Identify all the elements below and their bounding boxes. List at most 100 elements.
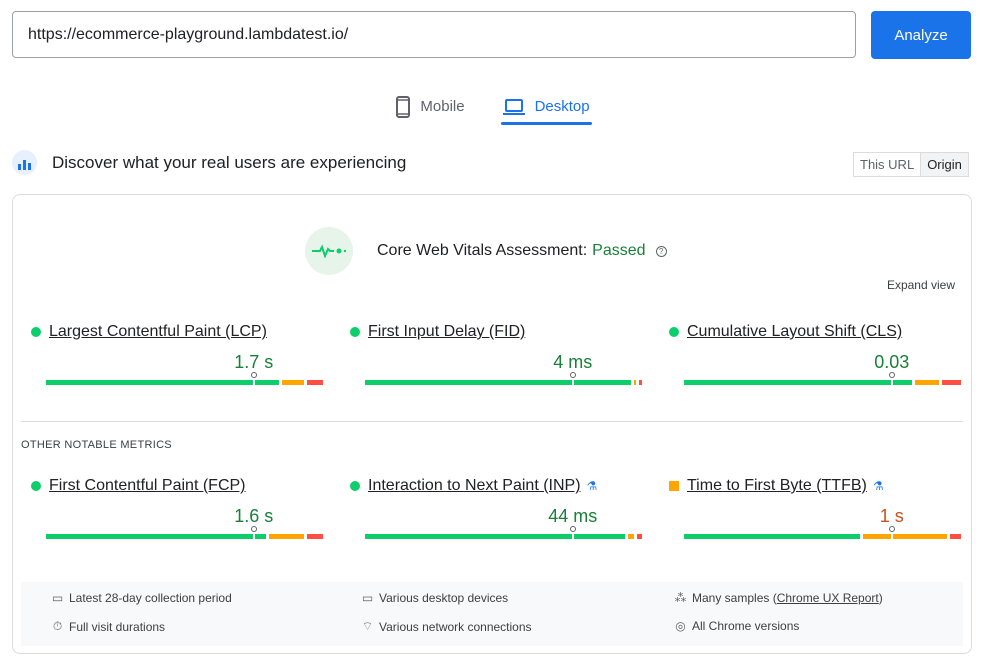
metric-value-row: 4 ms bbox=[350, 352, 628, 374]
metric-1: First Input Delay (FID) 4 ms bbox=[350, 323, 642, 385]
network-icon: ⌔ bbox=[361, 619, 374, 633]
cwv-assessment: Core Web Vitals Assessment: Passed ? bbox=[305, 227, 667, 275]
info-text: Many samples ( bbox=[692, 591, 777, 605]
rating-good-icon bbox=[31, 481, 41, 491]
experimental-flask-icon: ⚗ bbox=[872, 479, 884, 493]
metric-title: Largest Contentful Paint (LCP) bbox=[31, 323, 309, 341]
metric-value: 4 ms bbox=[553, 352, 593, 372]
metric-2: Time to First Byte (TTFB) ⚗ 1 s bbox=[669, 477, 962, 539]
distribution-bar bbox=[46, 372, 324, 385]
info-durations: ⏱ Full visit durations bbox=[51, 619, 165, 634]
toggle-origin[interactable]: Origin bbox=[920, 153, 968, 176]
metric-title: Interaction to Next Paint (INP) ⚗ bbox=[350, 477, 628, 495]
info-text: Full visit durations bbox=[69, 619, 166, 634]
metric-value-row: 1.7 s bbox=[31, 352, 309, 374]
metric-value: 1.6 s bbox=[234, 506, 274, 526]
other-metrics-label: OTHER NOTABLE METRICS bbox=[21, 439, 172, 451]
info-network: ⌔ Various network connections bbox=[361, 619, 532, 634]
metric-0: First Contentful Paint (FCP) 1.6 s bbox=[31, 477, 324, 539]
tab-label: Desktop bbox=[534, 98, 590, 115]
metric-link[interactable]: First Contentful Paint (FCP) bbox=[49, 477, 246, 494]
metric-value-row: 1 s bbox=[669, 506, 947, 528]
experimental-flask-icon: ⚗ bbox=[586, 479, 598, 493]
assessment-status: Passed bbox=[592, 242, 646, 259]
metric-1: Interaction to Next Paint (INP) ⚗ 44 ms bbox=[350, 477, 642, 539]
rating-good-icon bbox=[350, 481, 360, 491]
discover-title: Discover what your real users are experi… bbox=[52, 152, 407, 172]
distribution-bar bbox=[46, 526, 324, 539]
metric-link[interactable]: Interaction to Next Paint (INP) bbox=[368, 477, 581, 494]
bar-segment-good bbox=[46, 534, 266, 539]
info-period: ▭ Latest 28-day collection period bbox=[51, 591, 232, 605]
bar-segment-poor bbox=[306, 380, 324, 385]
analyze-button[interactable]: Analyze bbox=[871, 11, 971, 59]
metric-link[interactable]: Largest Contentful Paint (LCP) bbox=[49, 323, 267, 340]
laptop-icon bbox=[502, 98, 525, 115]
metric-value-row: 0.03 bbox=[669, 352, 947, 374]
percentile-marker bbox=[569, 372, 576, 385]
metric-value-row: 1.6 s bbox=[31, 506, 309, 528]
smartphone-icon bbox=[396, 95, 411, 118]
bar-segment-poor bbox=[306, 534, 324, 539]
chrome-icon: ◎ bbox=[675, 619, 686, 633]
samples-icon: ⁂ bbox=[674, 591, 687, 605]
bar-segment-poor bbox=[636, 534, 642, 539]
bar-segment-good bbox=[684, 380, 912, 385]
distribution-bar bbox=[684, 526, 962, 539]
bar-segment-good bbox=[365, 534, 626, 539]
device-tabs: Mobile Desktop bbox=[0, 88, 986, 125]
metric-2: Cumulative Layout Shift (CLS) 0.03 bbox=[669, 323, 961, 385]
distribution-bar bbox=[684, 372, 961, 385]
help-icon[interactable]: ? bbox=[655, 245, 667, 257]
percentile-marker bbox=[250, 526, 257, 539]
toggle-this-url[interactable]: This URL bbox=[860, 157, 915, 172]
rating-good-icon bbox=[31, 327, 41, 337]
crux-icon bbox=[12, 150, 37, 175]
metric-link[interactable]: Cumulative Layout Shift (CLS) bbox=[687, 323, 903, 340]
bar-segment-good bbox=[684, 534, 861, 539]
info-samples: ⁂ Many samples (Chrome UX Report) bbox=[674, 591, 883, 605]
metric-value-row: 44 ms bbox=[350, 506, 628, 528]
tab-mobile[interactable]: Mobile bbox=[394, 88, 466, 125]
discover-header: Discover what your real users are experi… bbox=[12, 150, 406, 175]
info-text: Various network connections bbox=[379, 619, 532, 634]
bar-segment-good bbox=[365, 380, 631, 385]
info-versions: ◎ All Chrome versions bbox=[674, 619, 799, 633]
bar-segment-average bbox=[282, 380, 304, 385]
info-text: ) bbox=[878, 591, 883, 605]
info-text: Various desktop devices bbox=[379, 591, 509, 605]
metric-value: 1 s bbox=[879, 506, 904, 526]
field-data-card: Core Web Vitals Assessment: Passed ? Exp… bbox=[12, 194, 972, 654]
bar-segment-poor bbox=[942, 380, 961, 385]
calendar-icon: ▭ bbox=[51, 591, 64, 605]
percentile-marker bbox=[888, 372, 895, 385]
metric-link[interactable]: First Input Delay (FID) bbox=[368, 323, 526, 340]
tab-desktop[interactable]: Desktop bbox=[500, 88, 592, 125]
url-origin-toggle: This URL Origin bbox=[853, 152, 969, 177]
metric-value: 44 ms bbox=[548, 506, 598, 526]
bar-segment-poor bbox=[950, 534, 962, 539]
distribution-bar bbox=[365, 372, 642, 385]
info-text: Latest 28-day collection period bbox=[69, 591, 232, 605]
metric-title: Cumulative Layout Shift (CLS) bbox=[669, 323, 947, 341]
percentile-marker bbox=[888, 526, 895, 539]
metric-title: First Input Delay (FID) bbox=[350, 323, 628, 341]
expand-view-link[interactable]: Expand view bbox=[886, 278, 955, 292]
tab-label: Mobile bbox=[420, 98, 465, 115]
bar-segment-average bbox=[268, 534, 304, 539]
bar-segment-average bbox=[628, 534, 634, 539]
rating-good-icon bbox=[669, 327, 679, 337]
chrome-ux-report-link[interactable]: Chrome UX Report bbox=[776, 591, 879, 605]
percentile-marker bbox=[250, 372, 257, 385]
divider bbox=[21, 421, 963, 422]
rating-good-icon bbox=[350, 327, 360, 337]
rating-average-icon bbox=[669, 481, 679, 491]
distribution-bar bbox=[365, 526, 642, 539]
metric-title: Time to First Byte (TTFB) ⚗ bbox=[669, 477, 947, 495]
url-input[interactable] bbox=[12, 11, 856, 58]
metric-link[interactable]: Time to First Byte (TTFB) bbox=[687, 477, 867, 494]
devices-icon: ▭ bbox=[361, 591, 374, 605]
bar-segment-average bbox=[914, 380, 940, 385]
metric-value: 0.03 bbox=[874, 352, 910, 372]
assessment-label: Core Web Vitals Assessment: bbox=[377, 242, 588, 259]
